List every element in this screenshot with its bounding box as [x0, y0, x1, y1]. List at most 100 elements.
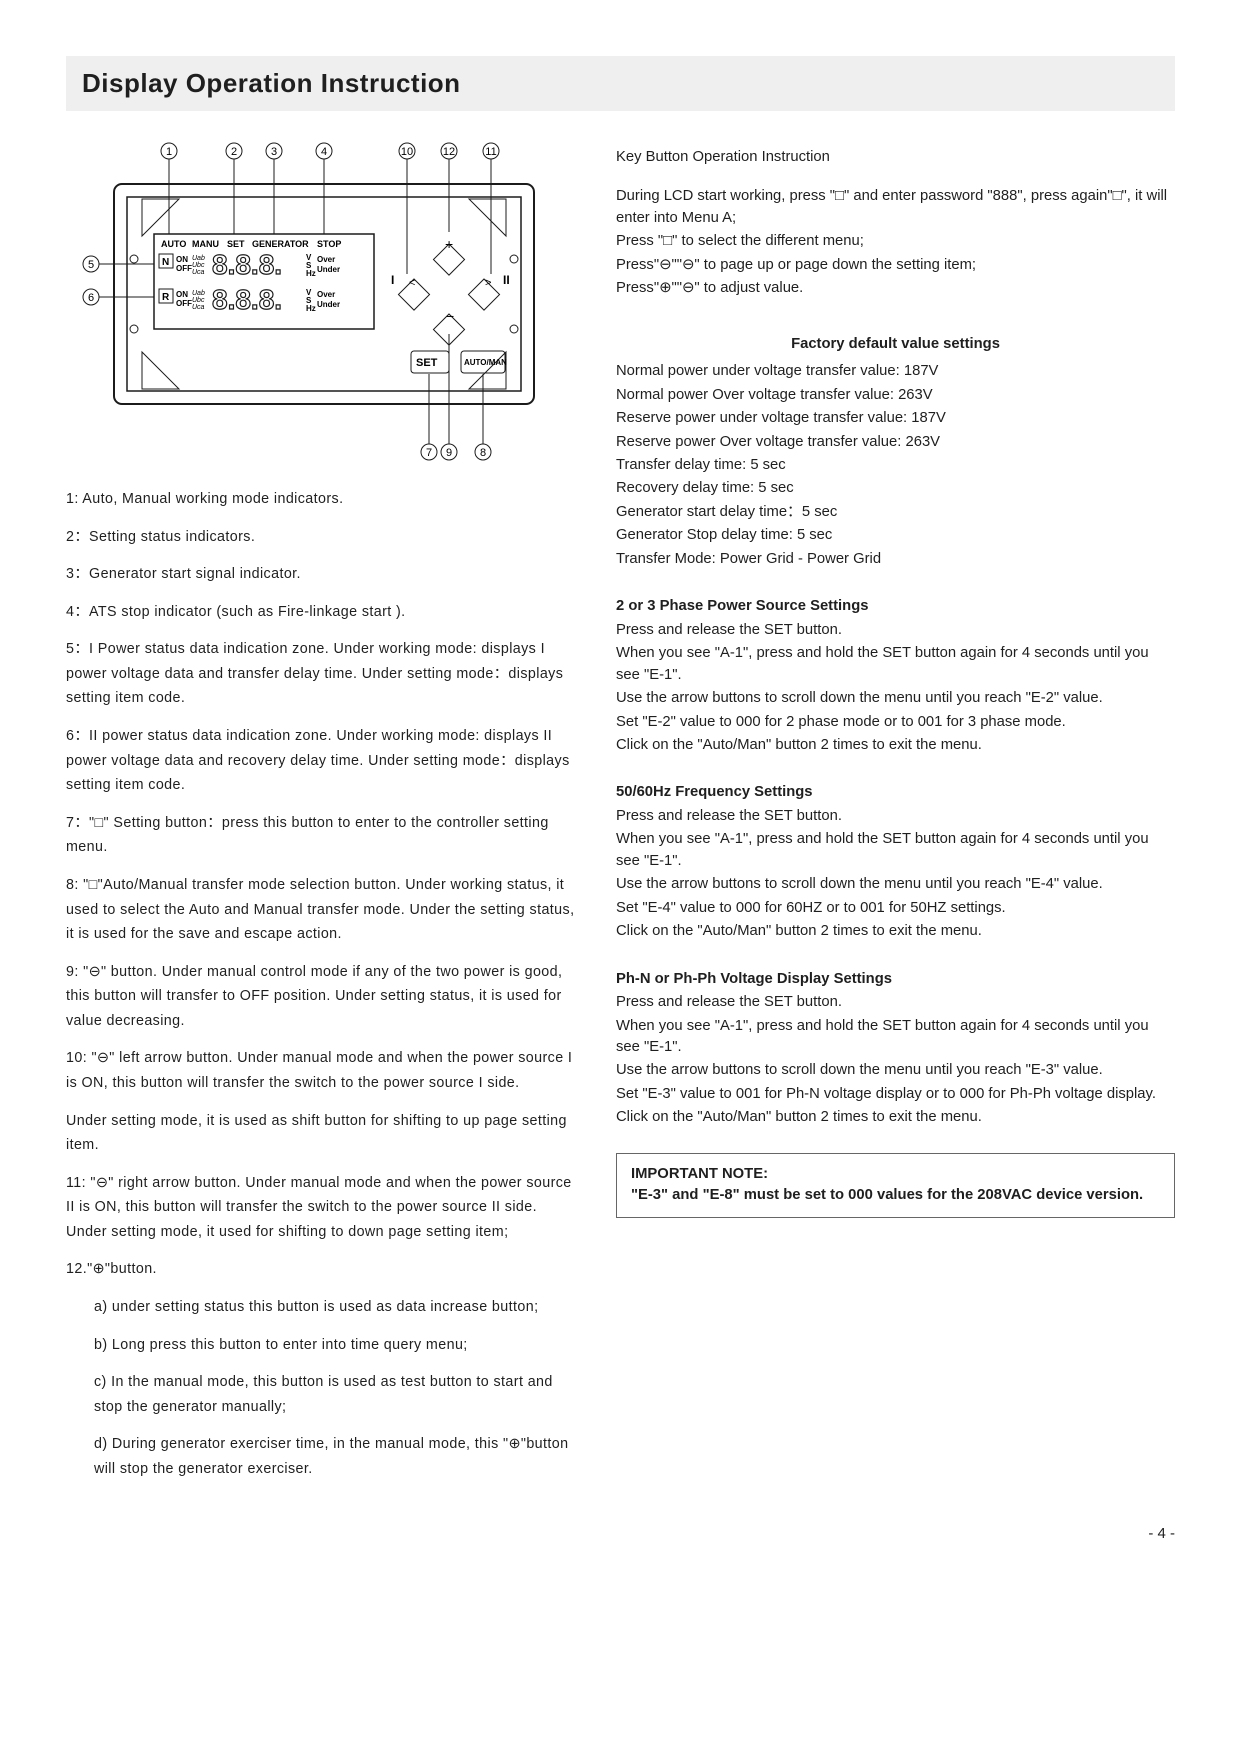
item-9: 9: "⊖" button. Under manual control mode… — [66, 960, 582, 1034]
item-12d: d) During generator exerciser time, in t… — [66, 1432, 582, 1481]
s3-row: Set "E-3" value to 001 for Ph-N voltage … — [616, 1084, 1175, 1105]
default-row: Reserve power Over voltage transfer valu… — [616, 432, 1175, 453]
s1-block: Press and release the SET button. When y… — [616, 620, 1175, 757]
svg-text:Over: Over — [317, 255, 335, 264]
svg-text:1: 1 — [166, 146, 172, 158]
svg-text:GENERATOR: GENERATOR — [252, 239, 309, 249]
svg-text:8.8.8.: 8.8.8. — [212, 249, 282, 280]
intro-line: During LCD start working, press "□" and … — [616, 186, 1175, 229]
note-body: "E-3" and "E-8" must be set to 000 value… — [631, 1185, 1160, 1206]
default-row: Reserve power under voltage transfer val… — [616, 408, 1175, 429]
svg-text:7: 7 — [426, 447, 432, 459]
s2-row: Use the arrow buttons to scroll down the… — [616, 874, 1175, 895]
svg-text:II: II — [503, 273, 510, 287]
s1-row: Set "E-2" value to 000 for 2 phase mode … — [616, 712, 1175, 733]
intro-title: Key Button Operation Instruction — [616, 147, 1175, 168]
intro-line: Press "□" to select the different menu; — [616, 231, 1175, 252]
default-row: Transfer delay time: 5 sec — [616, 455, 1175, 476]
svg-text:SET: SET — [416, 357, 438, 369]
svg-text:2: 2 — [231, 146, 237, 158]
svg-text:3: 3 — [271, 146, 277, 158]
svg-text:MANU: MANU — [192, 239, 219, 249]
s3-row: Press and release the SET button. — [616, 992, 1175, 1013]
s1-row: When you see "A-1", press and hold the S… — [616, 643, 1175, 686]
svg-text:AUTO/MAN: AUTO/MAN — [464, 358, 507, 367]
defaults-title: Factory default value settings — [616, 334, 1175, 355]
svg-text:6: 6 — [88, 292, 94, 304]
s2-row: Press and release the SET button. — [616, 806, 1175, 827]
controller-diagram: AUTO MANU SET GENERATOR STOP N ON OFF Ua… — [66, 129, 582, 469]
default-row: Recovery delay time: 5 sec — [616, 478, 1175, 499]
intro-line: Press"⊖""⊖" to page up or page down the … — [616, 255, 1175, 276]
s2-row: When you see "A-1", press and hold the S… — [616, 829, 1175, 872]
numbered-list: 1: Auto, Manual working mode indicators.… — [66, 487, 582, 1482]
item-12a: a) under setting status this button is u… — [66, 1295, 582, 1320]
s3-row: Use the arrow buttons to scroll down the… — [616, 1060, 1175, 1081]
default-row: Generator start delay time：5 sec — [616, 502, 1175, 523]
svg-text:11: 11 — [485, 146, 496, 158]
svg-text:AUTO: AUTO — [161, 239, 186, 249]
svg-text:Ubc: Ubc — [192, 262, 205, 269]
item-11: 11: "⊖" right arrow button. Under manual… — [66, 1171, 582, 1245]
s2-row: Click on the "Auto/Man" button 2 times t… — [616, 921, 1175, 942]
svg-text:I: I — [391, 273, 394, 287]
svg-text:Hz: Hz — [306, 304, 316, 313]
s1-row: Use the arrow buttons to scroll down the… — [616, 688, 1175, 709]
svg-text:8.8.8.: 8.8.8. — [212, 284, 282, 315]
note-title: IMPORTANT NOTE: — [631, 1164, 1160, 1185]
default-row: Transfer Mode: Power Grid - Power Grid — [616, 549, 1175, 570]
item-2: 2：Setting status indicators. — [66, 525, 582, 550]
svg-text:Uca: Uca — [192, 304, 205, 311]
svg-text:Ubc: Ubc — [192, 297, 205, 304]
svg-text:STOP: STOP — [317, 239, 341, 249]
svg-text:Uab: Uab — [192, 255, 205, 262]
svg-text:OFF: OFF — [176, 264, 192, 273]
svg-text:−: − — [446, 308, 454, 324]
svg-text:8: 8 — [480, 447, 486, 459]
s1-title: 2 or 3 Phase Power Source Settings — [616, 596, 1175, 617]
item-3: 3：Generator start signal indicator. — [66, 562, 582, 587]
important-note: IMPORTANT NOTE: "E-3" and "E-8" must be … — [616, 1153, 1175, 1218]
item-8: 8: "□"Auto/Manual transfer mode selectio… — [66, 873, 582, 947]
default-row: Normal power Over voltage transfer value… — [616, 385, 1175, 406]
svg-text:Under: Under — [317, 265, 340, 274]
svg-text:ON: ON — [176, 255, 188, 264]
svg-text:R: R — [162, 292, 170, 303]
svg-text:Uca: Uca — [192, 269, 205, 276]
item-10: 10: "⊖" left arrow button. Under manual … — [66, 1046, 582, 1095]
item-10b: Under setting mode, it is used as shift … — [66, 1109, 582, 1158]
svg-text:12: 12 — [443, 146, 455, 158]
s2-title: 50/60Hz Frequency Settings — [616, 782, 1175, 803]
svg-text:+: + — [445, 236, 453, 252]
item-4: 4：ATS stop indicator (such as Fire-linka… — [66, 600, 582, 625]
s1-row: Press and release the SET button. — [616, 620, 1175, 641]
page-title: Display Operation Instruction — [66, 56, 1175, 111]
svg-text:OFF: OFF — [176, 299, 192, 308]
s3-row: When you see "A-1", press and hold the S… — [616, 1016, 1175, 1059]
svg-text:ON: ON — [176, 290, 188, 299]
page-number: - 4 - — [66, 1525, 1175, 1542]
intro-block: Key Button Operation Instruction During … — [616, 147, 1175, 300]
svg-text:SET: SET — [227, 239, 245, 249]
svg-text:>: > — [485, 277, 491, 289]
item-5: 5：I Power status data indication zone. U… — [66, 637, 582, 711]
item-12c: c) In the manual mode, this button is us… — [66, 1370, 582, 1419]
item-12b: b) Long press this button to enter into … — [66, 1333, 582, 1358]
svg-text:Uab: Uab — [192, 290, 205, 297]
s3-block: Press and release the SET button. When y… — [616, 992, 1175, 1129]
intro-line: Press"⊕""⊖" to adjust value. — [616, 278, 1175, 299]
s1-row: Click on the "Auto/Man" button 2 times t… — [616, 735, 1175, 756]
item-6: 6：II power status data indication zone. … — [66, 724, 582, 798]
svg-text:Over: Over — [317, 290, 335, 299]
default-row: Normal power under voltage transfer valu… — [616, 361, 1175, 382]
svg-text:Under: Under — [317, 300, 340, 309]
s3-row: Click on the "Auto/Man" button 2 times t… — [616, 1107, 1175, 1128]
svg-text:Hz: Hz — [306, 269, 316, 278]
defaults-block: Normal power under voltage transfer valu… — [616, 361, 1175, 570]
s3-title: Ph-N or Ph-Ph Voltage Display Settings — [616, 969, 1175, 990]
svg-text:<: < — [409, 277, 415, 289]
svg-text:5: 5 — [88, 259, 94, 271]
svg-text:10: 10 — [401, 146, 413, 158]
svg-text:4: 4 — [321, 146, 327, 158]
item-7: 7："□" Setting button：press this button t… — [66, 811, 582, 860]
